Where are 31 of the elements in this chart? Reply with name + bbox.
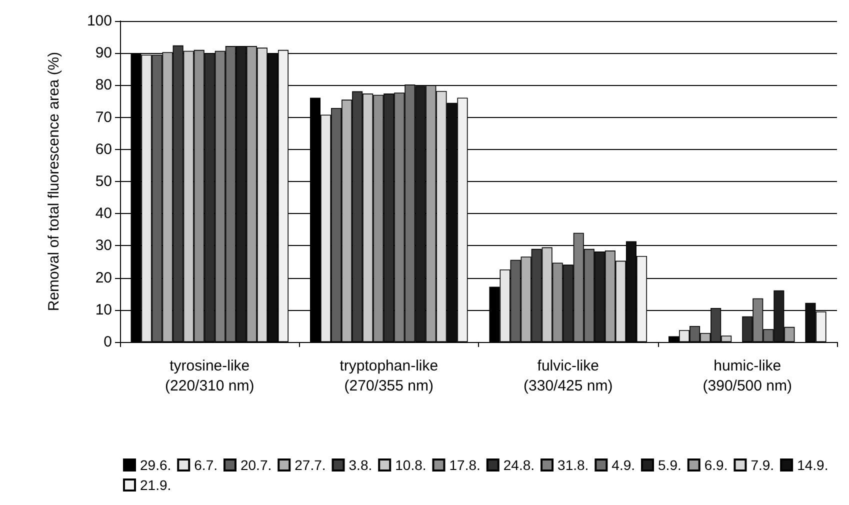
legend-label: 14.9.: [797, 457, 828, 473]
y-tick-label: 30: [95, 237, 112, 254]
legend-label: 24.8.: [503, 457, 535, 473]
y-tick-label: 100: [86, 12, 112, 30]
legend-label: 7.9.: [750, 457, 774, 473]
legend-label: 6.9.: [704, 457, 728, 473]
legend-label: 10.8.: [395, 457, 426, 473]
legend-label: 3.8.: [348, 457, 372, 473]
x-tick-label: tryptophan-like (270/355 nm): [340, 358, 438, 394]
legend-label: 31.8.: [558, 457, 589, 473]
y-tick-label: 0: [104, 334, 112, 350]
legend-label: 20.7.: [240, 457, 272, 473]
y-tick-label: 70: [95, 108, 112, 126]
y-tick-label: 90: [95, 44, 112, 62]
legend-label: 6.7.: [194, 457, 218, 473]
x-tick-label: humic-like (390/500 nm): [702, 358, 792, 394]
legend-label: 29.6.: [140, 457, 172, 473]
y-tick-label: 40: [95, 205, 112, 222]
y-axis-title: Removal of total fluorescence area (%): [46, 52, 62, 312]
x-tick-label: tyrosine-like (220/310 nm): [165, 358, 254, 394]
legend-label: 5.9.: [658, 457, 682, 473]
x-tick-label: fulvic-like (330/425 nm): [524, 358, 613, 394]
legend-label: 17.8.: [449, 457, 480, 473]
y-tick-label: 60: [95, 140, 112, 158]
y-tick-label: 20: [95, 269, 112, 286]
y-tick-label: 80: [95, 76, 112, 94]
legend-label: 21.9.: [140, 477, 172, 493]
y-tick-label: 10: [95, 301, 112, 318]
legend-label: 27.7.: [294, 457, 326, 473]
y-tick-label: 50: [95, 173, 112, 190]
legend-label: 4.9.: [612, 457, 636, 473]
